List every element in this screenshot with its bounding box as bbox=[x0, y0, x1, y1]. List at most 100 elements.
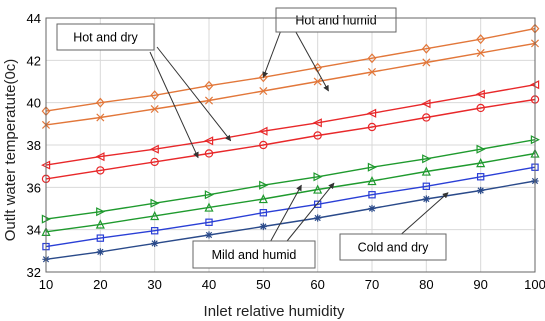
data-point-x bbox=[313, 77, 322, 86]
data-point-square bbox=[476, 173, 485, 181]
annotations: Hot and humid Hot and dry Mild and humid Co… bbox=[56, 7, 447, 269]
x-tick-label: 50 bbox=[256, 277, 270, 292]
x-axis-label: Inlet relative humidity bbox=[204, 303, 345, 320]
data-point-triangle-up bbox=[95, 219, 105, 229]
annotation-label: Mild and humid bbox=[192, 240, 316, 269]
x-tick-label: 40 bbox=[202, 277, 216, 292]
series-line bbox=[45, 42, 536, 126]
series-line bbox=[45, 139, 536, 220]
data-point-star bbox=[368, 204, 376, 213]
series-6 bbox=[41, 148, 540, 236]
data-point-triangle-right bbox=[259, 180, 269, 190]
annotation-box bbox=[56, 23, 155, 51]
series-group bbox=[41, 23, 540, 263]
annotation-arrow bbox=[291, 24, 329, 92]
series-5 bbox=[41, 135, 540, 224]
data-point-triangle-right bbox=[367, 162, 377, 172]
data-point-triangle-left bbox=[149, 144, 159, 154]
data-point-triangle-left bbox=[367, 108, 377, 118]
annotation-text: Hot and dry bbox=[73, 31, 138, 45]
x-tick-label: 10 bbox=[39, 277, 53, 292]
data-point-circle bbox=[204, 149, 214, 158]
series-3 bbox=[41, 80, 540, 170]
annotation-label: Cold and dry bbox=[339, 233, 447, 261]
y-axis-label: Outlt water temperatute(0c) bbox=[2, 59, 19, 242]
data-point-diamond bbox=[204, 80, 214, 91]
annotation-text: Cold and dry bbox=[358, 241, 430, 255]
data-point-triangle-left bbox=[475, 89, 485, 99]
data-point-star bbox=[422, 195, 430, 203]
series-line bbox=[45, 84, 536, 166]
annotation-text: Mild and humid bbox=[212, 248, 297, 262]
data-point-diamond bbox=[476, 34, 486, 45]
data-point-square bbox=[422, 182, 431, 190]
data-point-square bbox=[150, 227, 159, 235]
data-point-triangle-left bbox=[258, 126, 268, 136]
annotation-arrow bbox=[267, 184, 302, 247]
data-point-square bbox=[313, 200, 322, 208]
series-4 bbox=[41, 95, 540, 184]
data-point-diamond bbox=[150, 90, 160, 101]
x-tick-label: 80 bbox=[419, 277, 433, 292]
data-point-x bbox=[150, 104, 159, 114]
data-point-triangle-left bbox=[421, 99, 431, 109]
data-point-circle bbox=[367, 122, 377, 132]
data-point-square bbox=[259, 209, 268, 217]
data-point-star bbox=[96, 248, 104, 256]
data-point-circle bbox=[96, 166, 105, 175]
data-point-triangle-right bbox=[96, 207, 106, 217]
annotation-label: Hot and dry bbox=[56, 23, 155, 51]
data-point-x bbox=[204, 96, 214, 105]
data-point-star bbox=[205, 231, 213, 239]
annotation-arrow bbox=[282, 182, 335, 247]
annotation-text: Hot and humid bbox=[295, 14, 376, 28]
data-point-triangle-right bbox=[476, 144, 486, 154]
data-point-triangle-right bbox=[422, 154, 432, 164]
annotation-box bbox=[275, 7, 397, 33]
y-tick-label: 40 bbox=[27, 96, 41, 111]
x-tick-label: 60 bbox=[310, 277, 324, 292]
data-point-triangle-up bbox=[258, 194, 268, 204]
y-tick-label: 32 bbox=[27, 265, 41, 280]
y-tick-label: 38 bbox=[27, 138, 41, 153]
data-point-triangle-right bbox=[150, 198, 160, 208]
data-point-triangle-up bbox=[313, 184, 323, 194]
data-point-circle bbox=[150, 157, 159, 167]
data-point-triangle-right bbox=[204, 190, 214, 200]
data-point-diamond bbox=[95, 97, 105, 108]
data-point-x bbox=[367, 67, 377, 76]
data-point-circle bbox=[313, 131, 322, 140]
annotation-arrows bbox=[149, 24, 449, 247]
data-point-triangle-left bbox=[312, 118, 322, 128]
data-point-x bbox=[259, 87, 268, 96]
series-8 bbox=[42, 177, 539, 263]
series-2 bbox=[41, 39, 540, 129]
annotation-box bbox=[339, 233, 447, 261]
data-point-triangle-up bbox=[204, 202, 214, 212]
data-point-triangle-up bbox=[476, 158, 486, 168]
data-point-star bbox=[259, 222, 267, 231]
x-tick-label: 20 bbox=[93, 277, 107, 292]
annotation-arrow bbox=[156, 46, 232, 142]
data-point-x bbox=[476, 48, 485, 57]
data-point-triangle-left bbox=[204, 136, 214, 146]
x-tick-label: 70 bbox=[365, 277, 379, 292]
y-tick-label: 34 bbox=[27, 223, 41, 238]
data-point-triangle-up bbox=[150, 210, 160, 221]
data-point-triangle-up bbox=[367, 176, 377, 186]
y-tick-label: 36 bbox=[27, 180, 41, 195]
series-line bbox=[45, 180, 536, 260]
data-point-circle bbox=[259, 140, 268, 150]
annotation-box bbox=[192, 240, 316, 269]
series-line bbox=[45, 98, 536, 180]
data-point-circle bbox=[476, 103, 485, 113]
series-line bbox=[45, 27, 536, 112]
data-point-square bbox=[96, 234, 105, 242]
annotation-arrow bbox=[262, 24, 284, 78]
data-point-star bbox=[151, 239, 159, 248]
data-point-diamond bbox=[367, 53, 377, 64]
y-tick-label: 44 bbox=[27, 11, 41, 26]
y-tick-labels: 32 34 36 38 40 42 44 bbox=[27, 11, 41, 280]
data-point-star bbox=[314, 214, 322, 222]
